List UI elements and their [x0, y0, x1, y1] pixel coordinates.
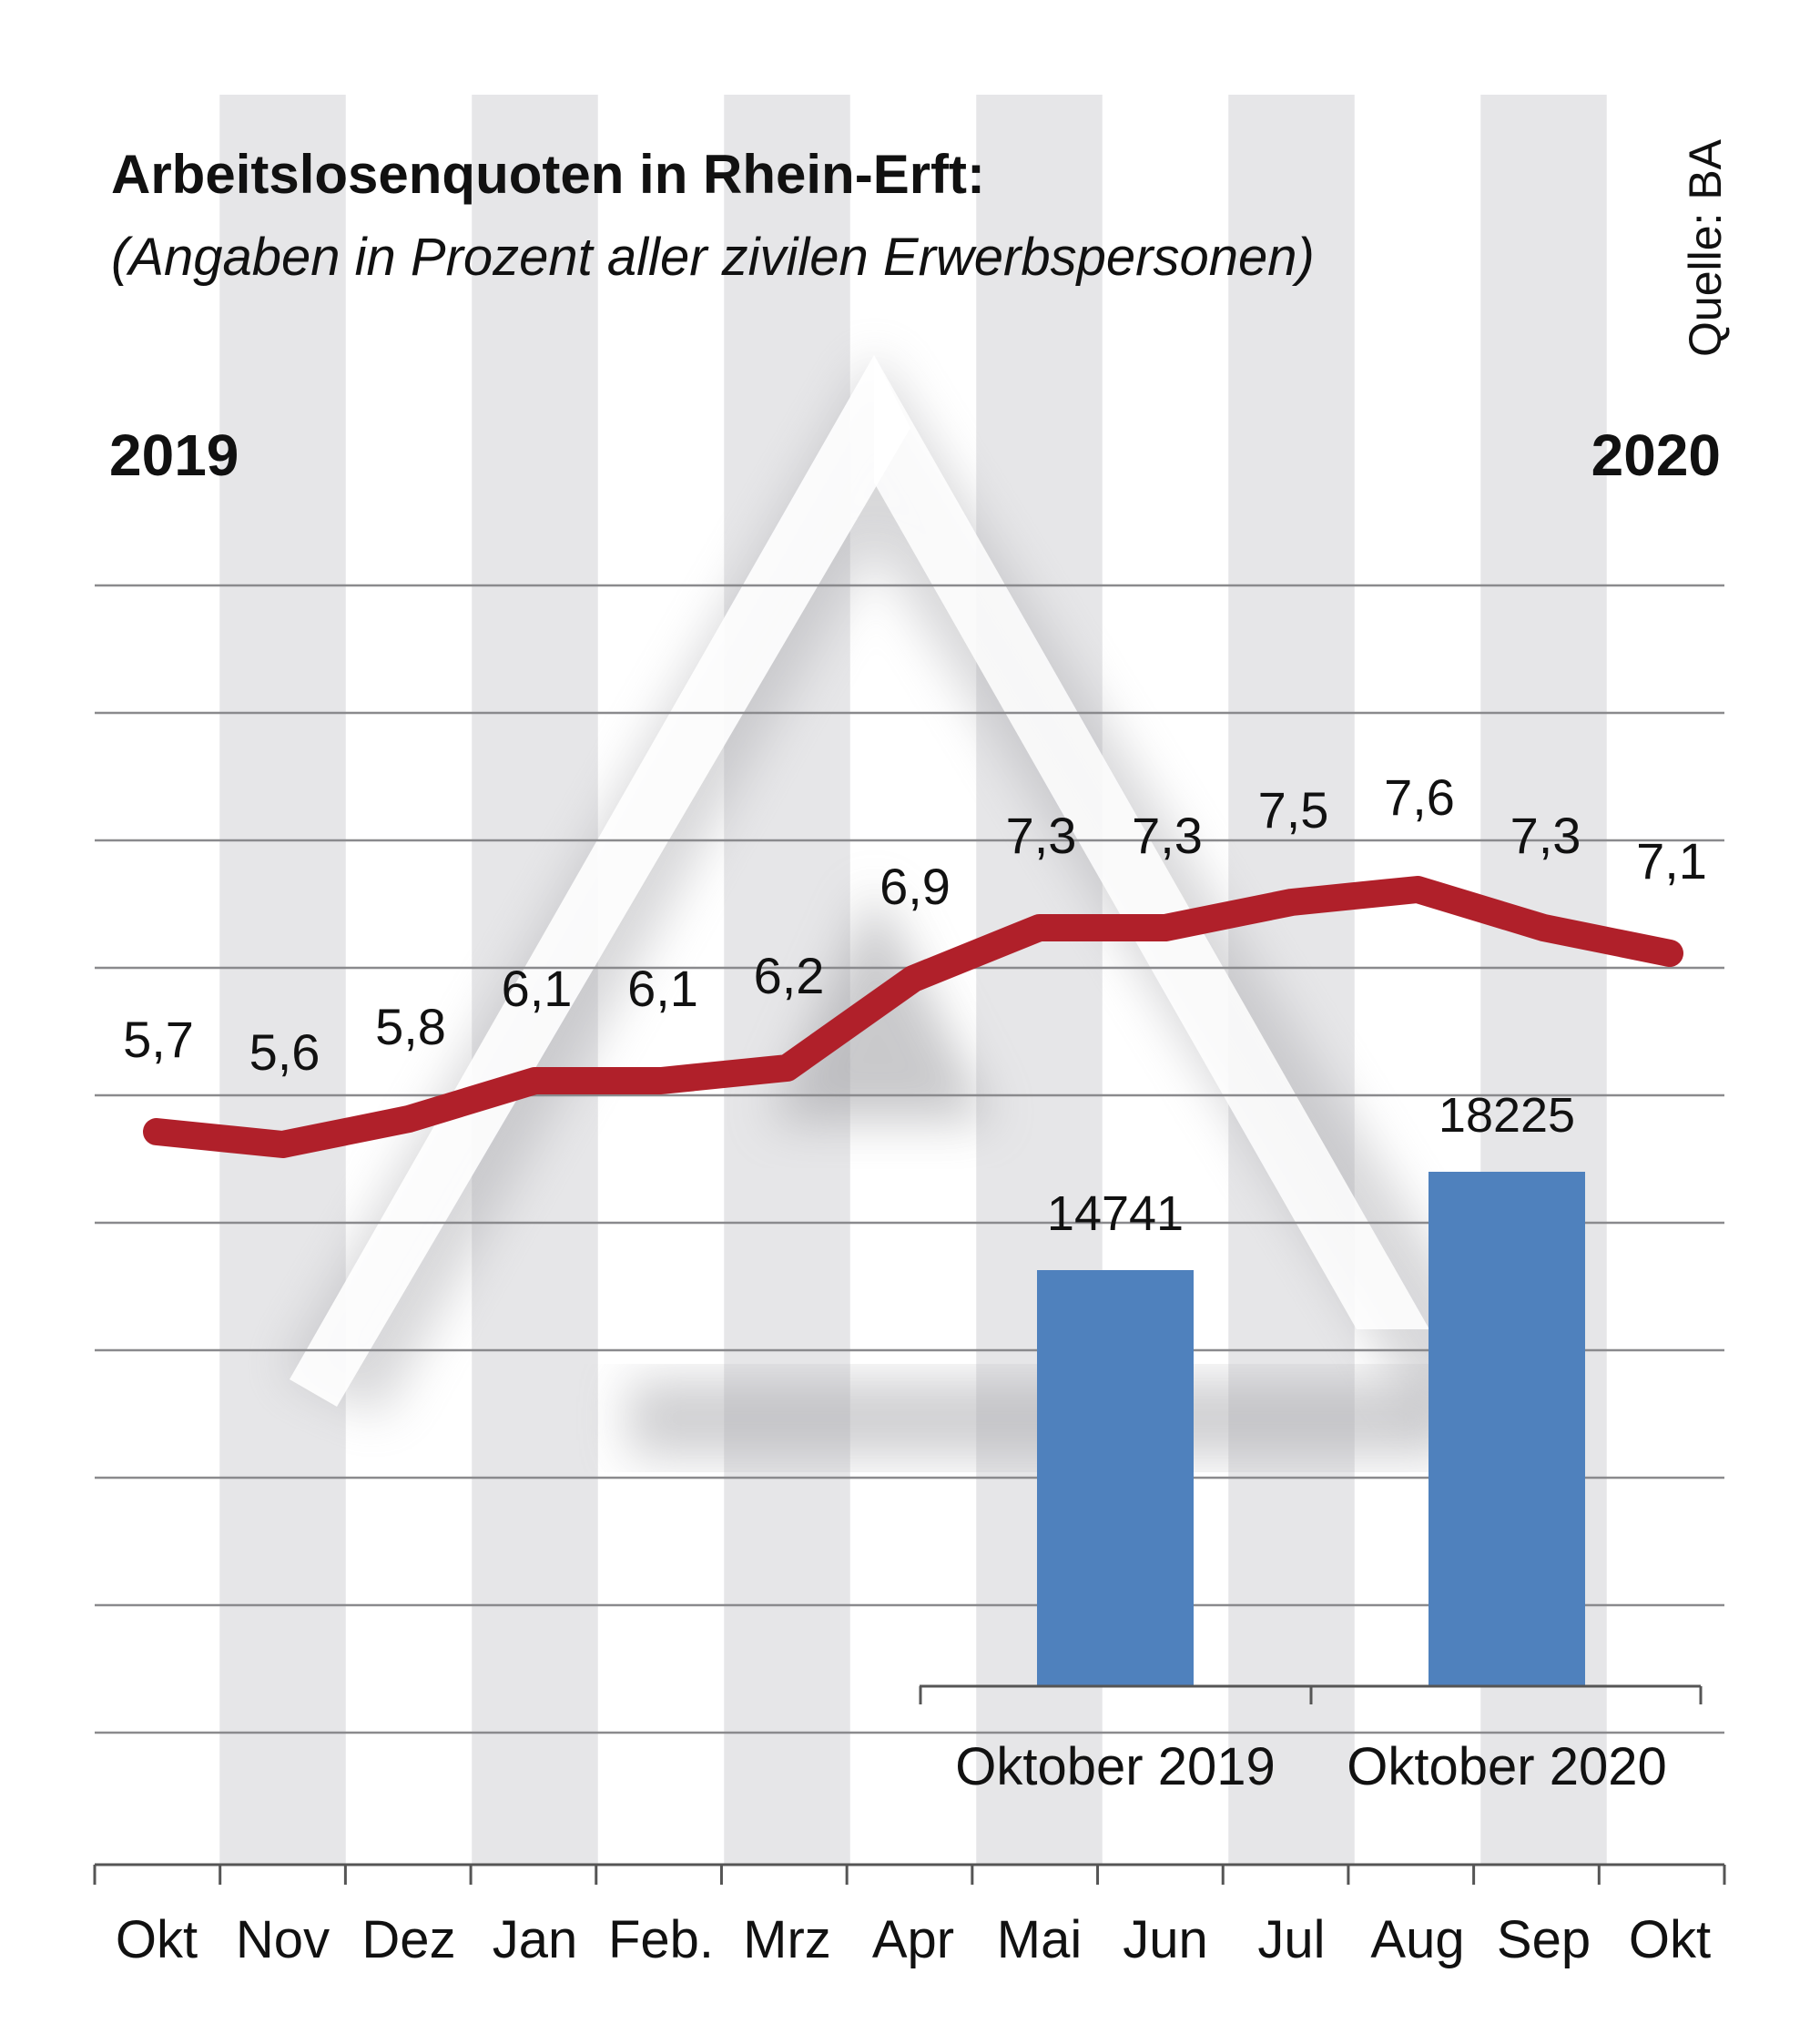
- bar-series: 14741 Oktober 2019 18225 Oktober 2020: [955, 1088, 1666, 1796]
- bar-category-axis: [919, 1684, 1703, 1704]
- x-tick-label: Jul: [1257, 1910, 1325, 1969]
- x-tick-label: Mrz: [743, 1910, 831, 1969]
- data-label: 6,9: [879, 858, 951, 915]
- data-point: [279, 1141, 287, 1148]
- x-tick-label: Jan: [493, 1910, 578, 1969]
- column-band: [219, 95, 346, 1865]
- data-label: 5,8: [375, 998, 446, 1055]
- data-label: 7,6: [1384, 768, 1455, 826]
- x-tick-label: Feb.: [608, 1910, 714, 1969]
- x-tick-label: Okt: [1629, 1910, 1711, 1969]
- data-point: [1414, 886, 1421, 893]
- data-point: [153, 1128, 160, 1135]
- data-point: [531, 1077, 539, 1084]
- x-axis: Okt Nov Dez Jan Feb. Mrz Apr Mai Jun Jul Aug Sep Okt: [93, 1863, 1726, 1969]
- source-label: Quelle: BA: [1680, 138, 1731, 357]
- data-point: [1035, 924, 1043, 931]
- line-series: 5,7 5,6 5,8 6,1 6,1 6,2 6,9 7,3 7,3 7,5 7,6 7,3 7,1: [123, 768, 1707, 1158]
- data-label: 7,3: [1510, 807, 1581, 864]
- data-point: [1287, 899, 1296, 906]
- x-tick-label: Aug: [1370, 1910, 1464, 1969]
- data-point: [910, 975, 917, 982]
- data-label: 7,1: [1636, 832, 1707, 890]
- data-label: 7,3: [1132, 807, 1203, 864]
- data-label: 6,2: [754, 947, 825, 1004]
- bar-value-label: 14741: [1047, 1186, 1184, 1241]
- data-point: [405, 1115, 412, 1123]
- x-tick-label: Okt: [116, 1910, 198, 1969]
- bar: [1037, 1270, 1194, 1686]
- data-point: [657, 1077, 665, 1084]
- x-tick-label: Sep: [1497, 1910, 1591, 1969]
- data-label: 5,6: [249, 1023, 320, 1081]
- data-label: 7,3: [1006, 807, 1077, 864]
- data-point: [783, 1064, 791, 1072]
- column-band: [724, 95, 850, 1865]
- data-point: [1162, 924, 1169, 931]
- x-tick-label: Jun: [1123, 1910, 1208, 1969]
- x-tick-label: Apr: [872, 1910, 954, 1969]
- bar-category-label: Oktober 2020: [1347, 1737, 1666, 1796]
- x-tick-label: Nov: [236, 1910, 330, 1969]
- data-label: 6,1: [502, 960, 573, 1017]
- data-point: [1666, 950, 1673, 957]
- year-end-label: 2020: [1591, 422, 1721, 488]
- bar-category-label: Oktober 2019: [955, 1737, 1275, 1796]
- data-point: [1540, 924, 1548, 931]
- bar-value-label: 18225: [1439, 1088, 1575, 1143]
- data-label: 7,5: [1258, 781, 1329, 839]
- chart-title: Arbeitslosenquoten in Rhein-Erft:: [111, 144, 985, 205]
- chart-subtitle: (Angaben in Prozent aller zivilen Erwerb…: [111, 228, 1315, 287]
- x-tick-label: Dez: [361, 1910, 455, 1969]
- year-start-label: 2019: [109, 422, 239, 488]
- x-tick-label: Mai: [997, 1910, 1082, 1969]
- bar: [1429, 1171, 1585, 1686]
- data-label: 6,1: [627, 960, 698, 1017]
- data-label: 5,7: [123, 1011, 194, 1068]
